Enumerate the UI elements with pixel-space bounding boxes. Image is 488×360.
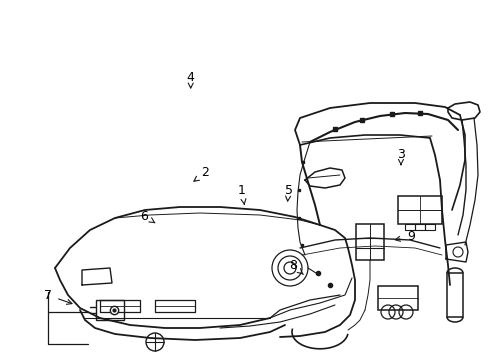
Bar bbox=[377, 286, 417, 310]
Bar bbox=[397, 196, 441, 224]
Bar bbox=[414, 224, 424, 230]
Bar bbox=[96, 300, 124, 320]
Text: 8: 8 bbox=[289, 259, 303, 274]
Text: 9: 9 bbox=[394, 230, 414, 243]
Text: 3: 3 bbox=[396, 148, 404, 165]
Text: 1: 1 bbox=[238, 184, 245, 204]
Text: 2: 2 bbox=[194, 166, 209, 181]
Text: 4: 4 bbox=[186, 71, 194, 88]
Bar bbox=[404, 224, 414, 230]
Text: 7: 7 bbox=[44, 289, 72, 304]
Bar bbox=[424, 224, 434, 230]
Text: 5: 5 bbox=[284, 184, 292, 201]
Bar bbox=[355, 224, 383, 260]
Text: 6: 6 bbox=[140, 210, 154, 223]
Bar bbox=[446, 273, 462, 317]
